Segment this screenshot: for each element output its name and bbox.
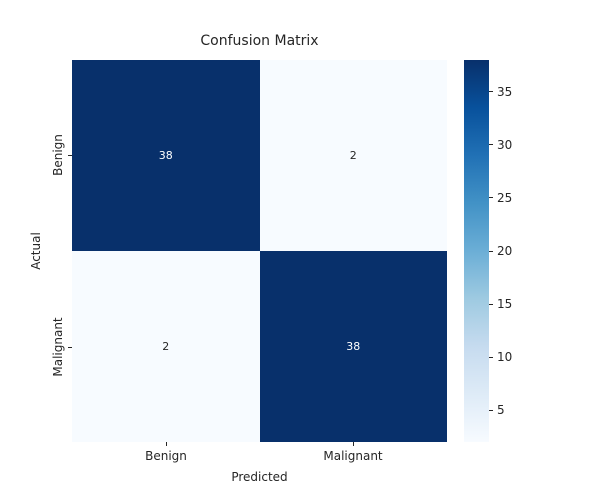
y-tick-mark: [68, 347, 72, 348]
colorbar-tick-label: 25: [497, 190, 513, 205]
cell-value: 38: [346, 340, 361, 353]
colorbar-tick: 5: [489, 403, 505, 417]
colorbar-gradient: [464, 60, 489, 442]
y-tick-label-benign: Benign: [51, 134, 65, 176]
colorbar-tick-mark: [489, 303, 493, 305]
y-tick-mark: [68, 155, 72, 156]
heatmap-cell-actual-malignant-predicted-malignant: 38: [259, 251, 447, 442]
x-axis-label: Predicted: [231, 470, 288, 484]
x-tick-label-benign: Benign: [145, 449, 187, 463]
colorbar-tick: 20: [489, 244, 512, 258]
cell-value: 38: [158, 149, 173, 162]
heatmap-cell-actual-benign-predicted-malignant: 2: [259, 60, 447, 251]
colorbar-tick-mark: [489, 250, 493, 252]
colorbar-tick-label: 15: [497, 297, 513, 312]
colorbar-tick: 30: [489, 138, 512, 152]
colorbar-tick-mark: [489, 91, 493, 93]
colorbar-tick: 10: [489, 350, 512, 364]
colorbar-tick-mark: [489, 356, 493, 358]
colorbar-tick-mark: [489, 409, 493, 411]
heatmap-cell-actual-benign-predicted-benign: 38: [72, 60, 260, 251]
colorbar-tick: 25: [489, 191, 512, 205]
colorbar-tick: 35: [489, 85, 512, 99]
cell-value: 2: [162, 340, 170, 353]
colorbar-tick-label: 20: [497, 244, 513, 258]
x-tick-mark: [353, 442, 354, 446]
heatmap-grid: 38 2 2 38: [72, 60, 447, 442]
colorbar-tick-label: 35: [497, 84, 513, 99]
colorbar-tick-label: 5: [497, 403, 505, 418]
colorbar-tick-label: 30: [497, 137, 513, 152]
colorbar-tick-label: 10: [497, 350, 513, 365]
chart-title: Confusion Matrix: [200, 33, 319, 49]
cell-value: 2: [349, 149, 357, 162]
y-axis-label: Actual: [29, 232, 43, 270]
x-tick-label-malignant: Malignant: [323, 449, 383, 463]
colorbar: 5 10 15 20 25 30 35: [464, 60, 512, 442]
x-tick-mark: [166, 442, 167, 446]
heatmap-cell-actual-malignant-predicted-benign: 2: [72, 251, 260, 442]
y-tick-label-malignant: Malignant: [51, 317, 65, 377]
colorbar-tick-mark: [489, 197, 493, 199]
colorbar-tick: 15: [489, 297, 512, 311]
colorbar-tick-mark: [489, 144, 493, 146]
